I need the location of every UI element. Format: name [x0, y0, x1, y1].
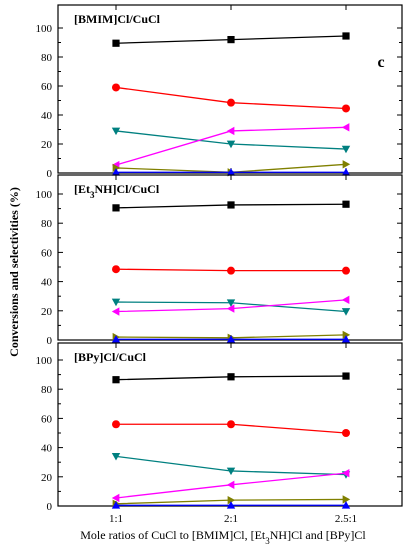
- data-point: [226, 168, 236, 176]
- data-point: [342, 372, 350, 380]
- data-point: [227, 266, 235, 275]
- y-tick-label: 20: [41, 139, 53, 151]
- y-tick-label: 0: [47, 168, 53, 180]
- x-tick-label: 1:1: [109, 513, 123, 525]
- panel-label: [BMIM]Cl/CuCl: [74, 12, 161, 26]
- data-point: [342, 32, 350, 40]
- data-point: [342, 429, 350, 437]
- y-axis-label: Conversions and selectivities (%): [7, 187, 21, 357]
- data-point: [226, 299, 236, 307]
- data-point: [112, 39, 120, 47]
- data-point: [226, 140, 236, 149]
- y-tick-label: 40: [41, 110, 53, 122]
- data-point: [111, 335, 121, 343]
- y-tick-label: 0: [47, 335, 53, 347]
- data-point: [342, 266, 350, 275]
- panel-frame: [57, 174, 403, 341]
- series-triangle-up: [111, 335, 351, 343]
- panels: 0 20 40 60 80 100 [BMIM]Cl/CuCl 0 20 40 60 80 100 [Et…: [36, 4, 403, 525]
- y-tick-label: 0: [47, 501, 53, 513]
- data-point: [226, 480, 235, 490]
- data-point: [111, 307, 120, 316]
- data-point: [111, 501, 121, 509]
- data-point: [341, 168, 351, 176]
- data-point: [226, 304, 235, 313]
- data-point: [226, 126, 235, 136]
- y-tick-label: 60: [41, 413, 53, 425]
- data-point: [111, 453, 121, 461]
- series-triangle-left: [111, 468, 350, 503]
- data-point: [227, 201, 235, 209]
- x-tick-label: 2:1: [224, 513, 238, 525]
- series-triangle-down: [111, 127, 351, 154]
- y-tick-label: 80: [41, 52, 53, 64]
- series-circle: [112, 83, 350, 113]
- panel-frame: [57, 4, 403, 174]
- data-point: [111, 298, 121, 307]
- data-point: [112, 420, 120, 429]
- series-triangle-up: [111, 168, 351, 176]
- series-triangle-down: [111, 453, 351, 479]
- panel-1: 0 20 40 60 80 100 [BMIM]Cl/CuCl: [36, 4, 403, 180]
- series-square: [112, 32, 350, 47]
- y-tick-label: 80: [41, 384, 53, 396]
- series-triangle-down: [111, 298, 351, 316]
- data-point: [112, 204, 120, 212]
- y-tick-label: 100: [36, 23, 53, 35]
- x-tick-label: 2.5:1: [335, 513, 357, 525]
- y-tick-label: 60: [41, 247, 53, 259]
- series-triangle-up: [111, 501, 351, 509]
- data-point: [342, 495, 351, 504]
- data-point: [342, 104, 350, 113]
- data-point: [112, 83, 120, 92]
- data-point: [341, 501, 351, 509]
- data-point: [227, 420, 235, 429]
- data-point: [227, 98, 235, 107]
- data-point: [227, 36, 235, 44]
- y-tick-label: 40: [41, 277, 53, 289]
- data-point: [226, 335, 236, 343]
- data-point: [341, 145, 351, 154]
- series-circle: [112, 420, 350, 437]
- series-triangle-left: [111, 123, 350, 170]
- data-point: [341, 123, 350, 132]
- data-point: [342, 200, 350, 208]
- data-point: [112, 163, 121, 173]
- y-tick-label: 40: [41, 443, 53, 455]
- y-tick-label: 80: [41, 218, 53, 230]
- panel-letter: c: [377, 54, 384, 71]
- data-point: [341, 335, 351, 343]
- data-point: [341, 468, 350, 478]
- data-point: [342, 330, 351, 340]
- data-point: [111, 127, 121, 136]
- data-point: [227, 495, 236, 505]
- data-point: [111, 168, 121, 176]
- x-axis-label: Mole ratios of CuCl to [BMIM]Cl, [Et3NH]…: [80, 528, 366, 546]
- data-point: [111, 493, 120, 503]
- y-tick-label: 20: [41, 306, 53, 318]
- data-point: [226, 467, 236, 476]
- series-circle: [112, 265, 350, 275]
- data-point: [342, 160, 351, 169]
- panel-2: 0 20 40 60 80 100 [Et3NH]Cl/CuCl: [36, 174, 403, 347]
- y-tick-label: 100: [36, 189, 53, 201]
- panel-3: 0 20 40 60 80 100 [BPy]Cl/CuCl 1:1 2:1 2.5:1: [36, 342, 403, 525]
- y-tick-label: 20: [41, 472, 53, 484]
- data-point: [112, 265, 120, 274]
- data-point: [226, 501, 236, 509]
- y-tick-label: 100: [36, 355, 53, 367]
- data-point: [227, 373, 235, 381]
- series-square: [112, 200, 350, 212]
- series-triangle-left: [111, 295, 350, 316]
- panel-label: [Et3NH]Cl/CuCl: [74, 182, 160, 200]
- series-square: [112, 372, 350, 384]
- panel-label: [BPy]Cl/CuCl: [74, 350, 147, 364]
- data-point: [341, 308, 351, 316]
- y-tick-label: 60: [41, 81, 53, 93]
- data-point: [112, 376, 120, 384]
- data-point: [341, 295, 350, 305]
